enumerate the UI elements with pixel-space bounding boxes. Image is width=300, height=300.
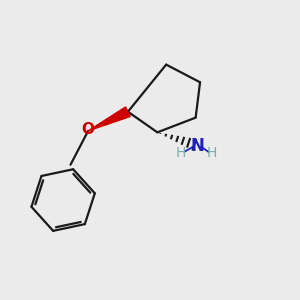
Polygon shape	[88, 107, 130, 131]
Text: H: H	[207, 146, 217, 160]
Text: O: O	[82, 122, 95, 137]
Text: N: N	[190, 136, 204, 154]
Text: H: H	[176, 146, 186, 160]
